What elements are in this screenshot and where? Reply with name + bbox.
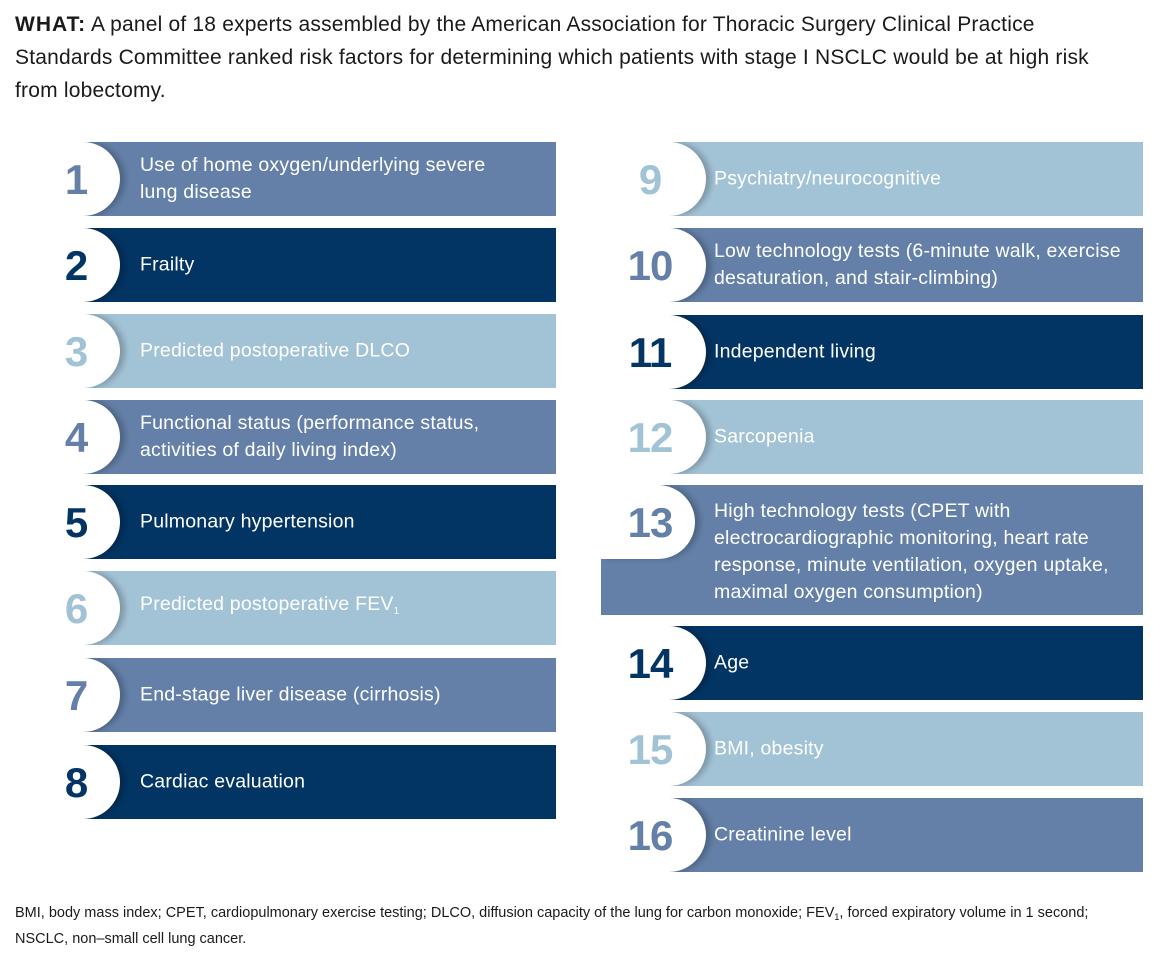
rank-number: 12: [627, 414, 674, 461]
risk-factor-row-13: 13 High technology tests (CPET with elec…: [601, 485, 1143, 615]
intro-paragraph: WHAT: A panel of 18 experts assembled by…: [15, 8, 1135, 107]
intro-text: A panel of 18 experts assembled by the A…: [15, 13, 1089, 102]
risk-factor-row-15: 15 BMI, obesity: [601, 712, 1143, 786]
rank-tab: [601, 712, 706, 786]
risk-factor-label: Cardiac evaluation: [140, 770, 306, 793]
risk-factor-label: Predicted postoperative FEV1: [140, 591, 526, 625]
rank-tab: [601, 798, 706, 872]
risk-factor-row-16: 16 Creatinine level: [601, 798, 1143, 872]
risk-factor-row-5: 5 Pulmonary hypertension: [15, 485, 556, 559]
risk-factor-label: Independent living: [714, 340, 876, 363]
risk-factor-label: Creatinine level: [714, 823, 852, 846]
risk-factor-label: Sarcopenia: [714, 425, 815, 448]
risk-factor-row-4: 4 Functional status (performance status,…: [15, 400, 556, 474]
footnote-subscript: 1: [834, 912, 840, 922]
risk-factor-label: Predicted postoperative DLCO: [140, 339, 411, 362]
risk-factor-row-7: 7 End-stage liver disease (cirrhosis): [15, 658, 556, 732]
rank-number: 6: [64, 585, 88, 632]
risk-factor-label: Pulmonary hypertension: [140, 510, 355, 533]
rank-tab: [15, 142, 120, 216]
risk-factor-label: Low technology tests (6-minute walk, exe…: [714, 240, 1121, 289]
risk-factor-row-2: 2 Frailty: [15, 228, 556, 302]
footnote: BMI, body mass index; CPET, cardiopulmon…: [15, 902, 1125, 950]
rank-tab: [601, 626, 706, 700]
risk-factor-row-14: 14 Age: [601, 626, 1143, 700]
rank-tab: [15, 314, 120, 388]
risk-factor-row-12: 12 Sarcopenia: [601, 400, 1143, 474]
rank-tab: [15, 485, 120, 559]
rank-number: 14: [627, 640, 674, 687]
risk-factor-label: Frailty: [140, 253, 195, 276]
rank-tab: [15, 745, 120, 819]
risk-factor-label-text: Predicted postoperative FEV: [140, 593, 394, 615]
rank-number: 3: [64, 328, 88, 375]
rank-tab: [15, 571, 120, 645]
risk-factor-row-6: 6 Predicted postoperative FEV1: [15, 571, 556, 645]
risk-factor-label: High technology tests (CPET with electro…: [714, 500, 1109, 603]
rank-number: 5: [64, 499, 88, 546]
footnote-text-1: BMI, body mass index; CPET, cardiopulmon…: [15, 905, 835, 921]
rank-tab: [601, 485, 695, 559]
rank-number: 9: [638, 156, 662, 203]
rank-tab: [15, 228, 120, 302]
risk-factor-row-8: 8 Cardiac evaluation: [15, 745, 556, 819]
rank-number: 10: [627, 242, 674, 289]
risk-factor-label: Functional status (performance status, a…: [140, 412, 480, 461]
risk-factor-label: BMI, obesity: [714, 737, 824, 760]
rank-tab: [601, 228, 706, 302]
footnote-text-2: , forced expiratory volume in 1 second; …: [15, 905, 1089, 947]
subscript: 1: [393, 606, 400, 617]
risk-factor-label: Use of home oxygen/underlying severe lun…: [140, 154, 486, 203]
rank-number: 13: [627, 499, 674, 546]
risk-factor-label: End-stage liver disease (cirrhosis): [140, 683, 441, 706]
rank-number: 2: [64, 242, 88, 289]
rank-tab: [15, 400, 120, 474]
rank-number: 11: [628, 329, 672, 376]
risk-factor-row-11: 11 Independent living: [601, 315, 1143, 389]
rank-number: 15: [627, 726, 674, 773]
rank-tab: [601, 142, 706, 216]
rank-number: 16: [627, 812, 674, 859]
risk-factor-row-1: 1 Use of home oxygen/underlying severe l…: [15, 142, 556, 216]
rank-tab: [15, 658, 120, 732]
risk-factor-label: Psychiatry/neurocognitive: [714, 167, 942, 190]
rank-tab: [601, 315, 706, 389]
rank-number: 8: [64, 759, 88, 806]
intro-lead: WHAT:: [15, 13, 87, 36]
rank-tab: [601, 400, 706, 474]
rank-number: 7: [64, 672, 88, 719]
risk-factor-row-9: 9 Psychiatry/neurocognitive: [601, 142, 1143, 216]
rank-number: 1: [64, 156, 88, 203]
rank-number: 4: [64, 414, 88, 461]
risk-factor-row-3: 3 Predicted postoperative DLCO: [15, 314, 556, 388]
risk-factor-label: Age: [714, 651, 750, 674]
risk-factor-row-10: 10 Low technology tests (6-minute walk, …: [601, 228, 1143, 302]
